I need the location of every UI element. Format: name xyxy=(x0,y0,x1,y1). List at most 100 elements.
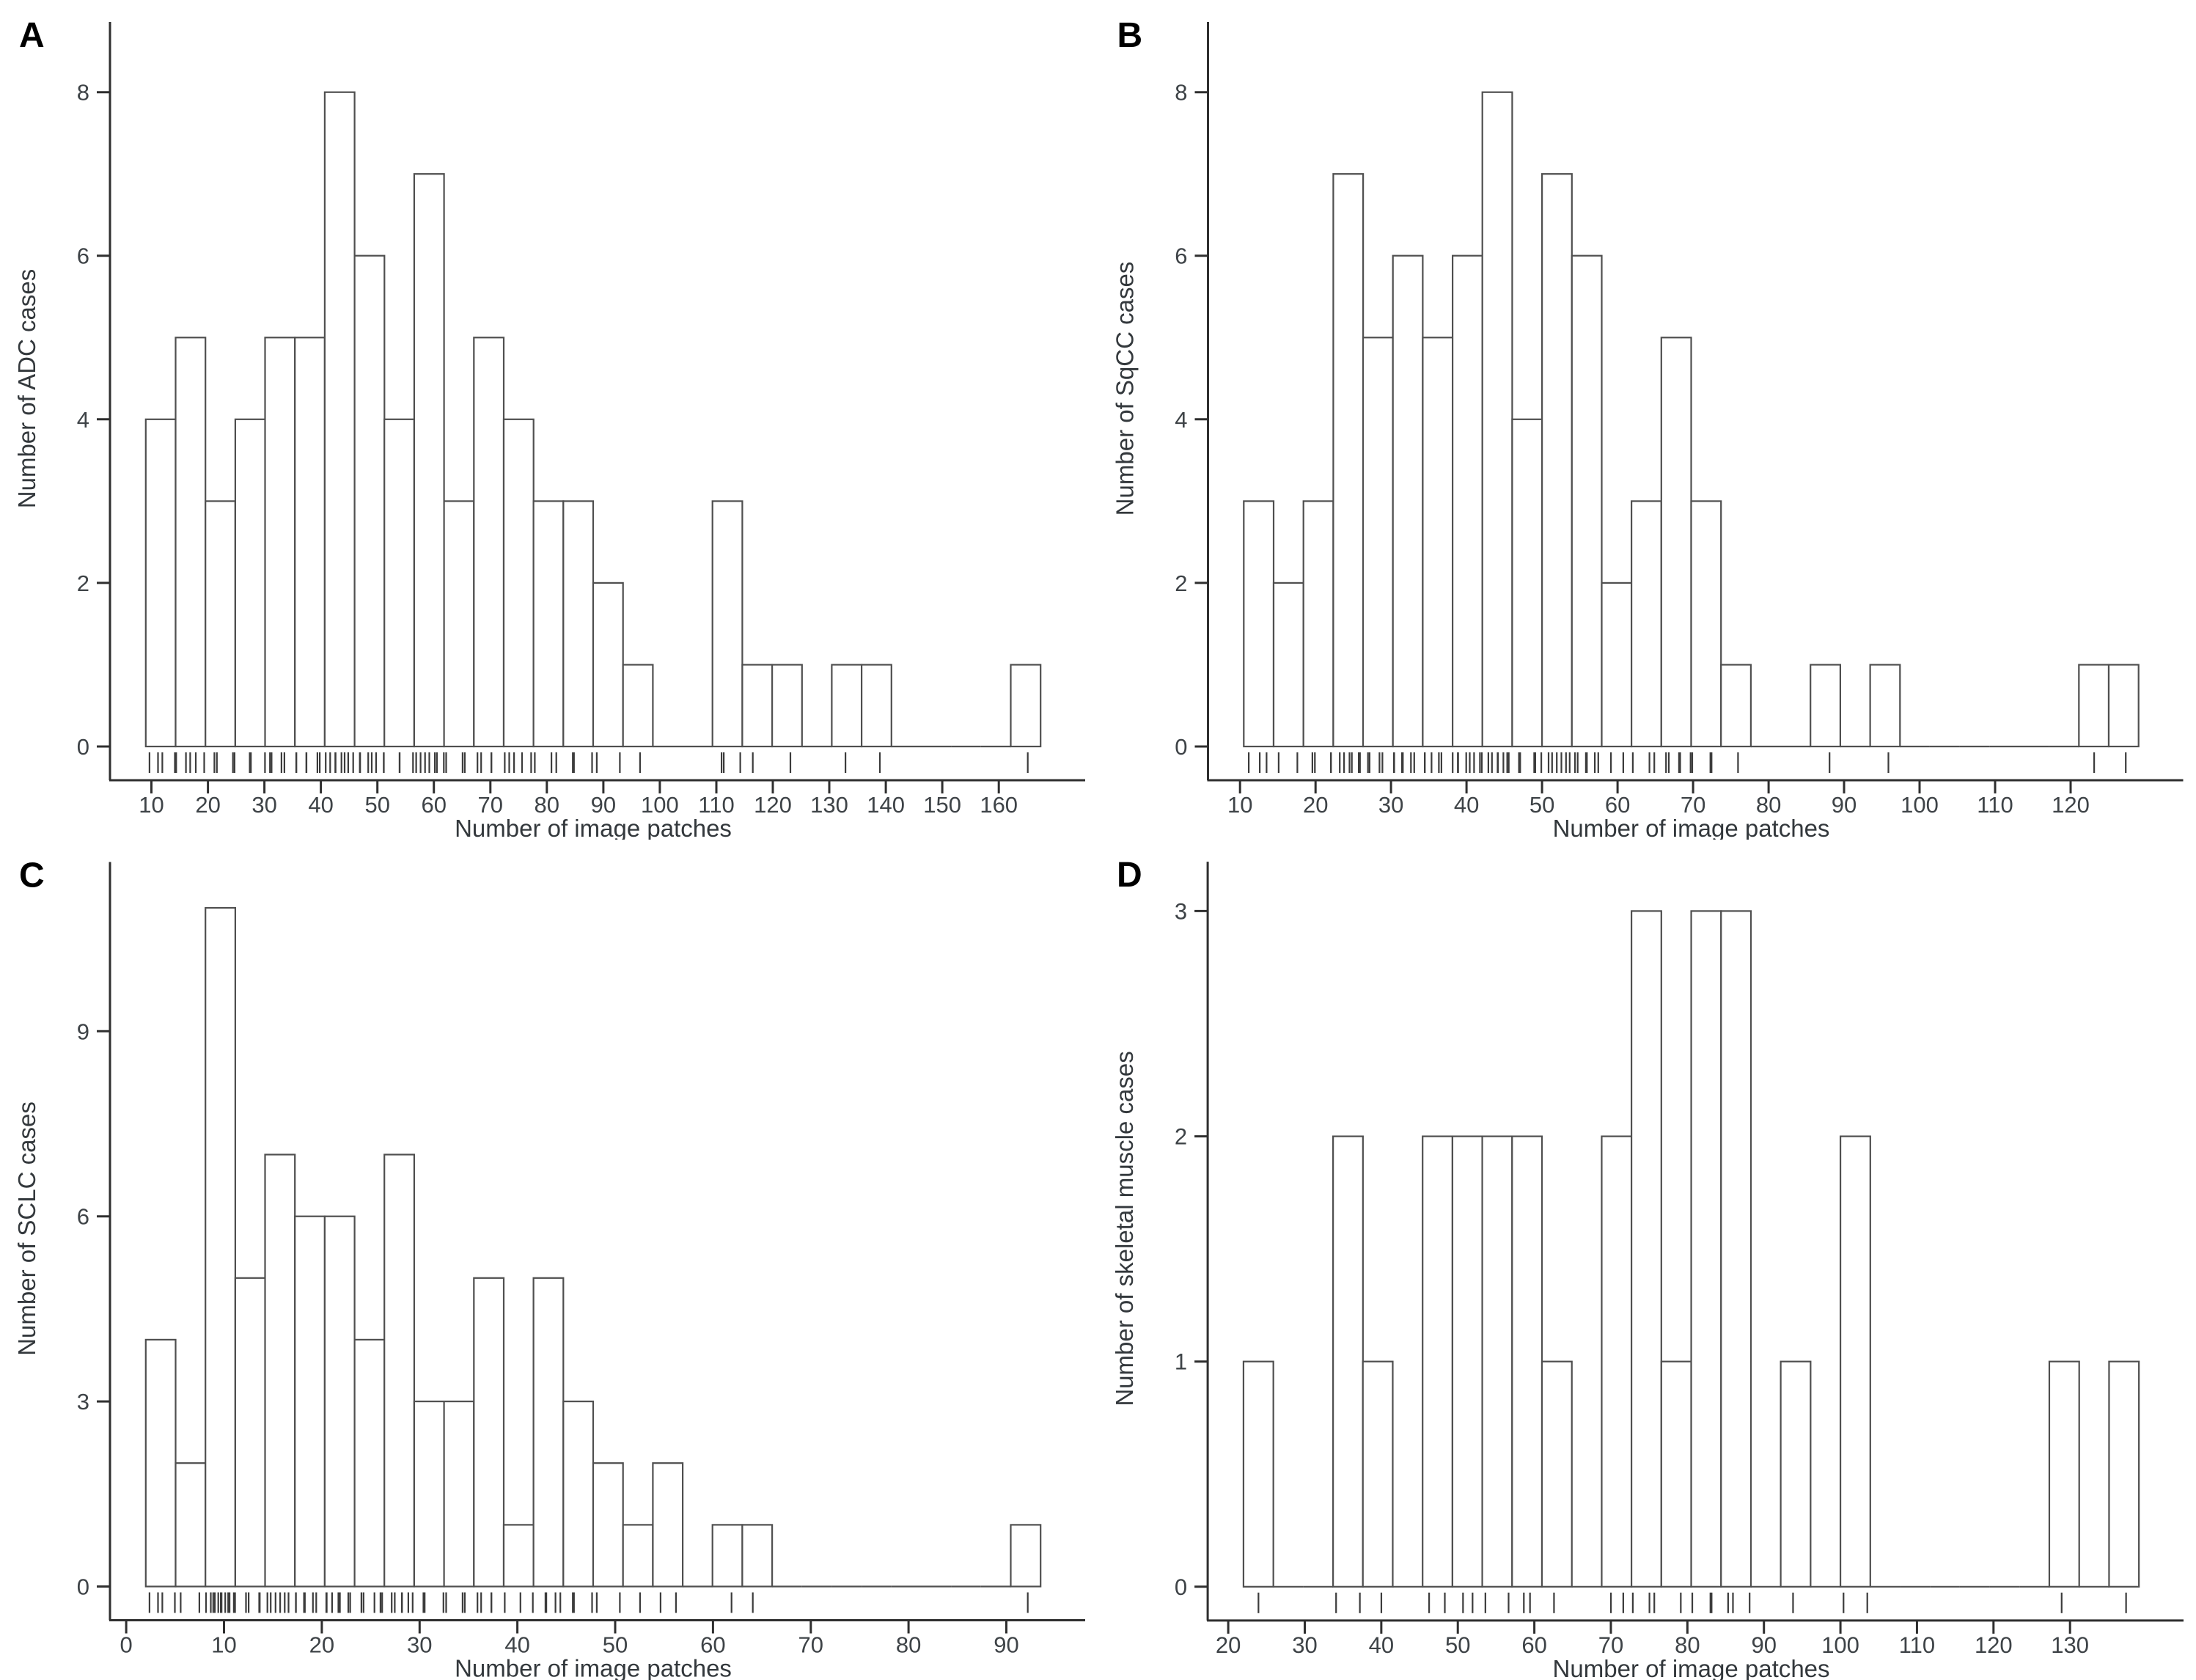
histogram-bar xyxy=(1481,91,1513,748)
histogram-bar xyxy=(622,1524,654,1588)
histogram-bar xyxy=(443,500,475,748)
histogram-bar xyxy=(234,1277,266,1588)
y-tick-label: 6 xyxy=(77,1204,89,1230)
histogram-bar xyxy=(1422,337,1454,748)
histogram-bar xyxy=(532,1277,565,1588)
histogram-bar xyxy=(1451,1135,1483,1588)
x-tick-label: 20 xyxy=(1303,792,1328,818)
x-axis-title: Number of image patches xyxy=(455,1655,732,1680)
x-tick-label: 40 xyxy=(504,1632,529,1658)
panel-c: 0 10 20 30 40 50 60 70 80 90 0 3 6 9 Number of image p… xyxy=(0,840,1098,1680)
histogram-bar xyxy=(473,1277,505,1588)
x-tick-label: 20 xyxy=(309,1632,334,1658)
histogram-bar xyxy=(562,1400,595,1588)
y-tick-label: 0 xyxy=(1175,1574,1187,1600)
histogram-bar xyxy=(294,1215,326,1588)
histogram-bar xyxy=(1452,254,1483,748)
x-tick-label: 70 xyxy=(1598,1632,1624,1658)
x-tick-label: 120 xyxy=(2052,792,2090,818)
histogram-bar xyxy=(532,500,565,748)
x-tick-label: 130 xyxy=(810,792,848,818)
histogram-bar xyxy=(234,418,266,748)
histogram-bar xyxy=(1242,1360,1274,1588)
x-tick-label: 40 xyxy=(1369,1632,1395,1658)
x-tick-label: 110 xyxy=(698,792,734,818)
histogram-bar xyxy=(413,173,445,748)
x-tick-label: 30 xyxy=(1378,792,1403,818)
histogram-bar xyxy=(1720,664,1752,748)
histogram-bar xyxy=(323,1215,356,1588)
x-tick-label: 90 xyxy=(591,792,616,818)
y-tick-label: 1 xyxy=(1175,1349,1187,1375)
panel-a: 10 20 30 40 50 60 70 80 90 100 110 120 130 140 150 160 0… xyxy=(0,0,1098,840)
x-tick-label: 10 xyxy=(211,1632,236,1658)
histogram-bar xyxy=(592,582,624,748)
x-tick-label: 80 xyxy=(896,1632,921,1658)
y-tick-label: 2 xyxy=(77,571,89,596)
x-tick-label: 30 xyxy=(251,792,276,818)
histogram-bar xyxy=(562,500,595,748)
histogram-bar xyxy=(383,1153,416,1588)
histogram-bar xyxy=(1272,582,1304,748)
histogram-bar xyxy=(1392,254,1424,748)
y-tick-label: 4 xyxy=(1175,407,1187,433)
histogram-bar xyxy=(264,337,296,748)
x-tick-label: 100 xyxy=(1821,1632,1859,1658)
x-tick-label: 10 xyxy=(139,792,164,818)
histogram-bar xyxy=(1839,1135,1871,1588)
x-tick-label: 140 xyxy=(867,792,905,818)
histogram-bar xyxy=(711,500,743,748)
histogram-bar xyxy=(205,906,237,1588)
histogram-bar xyxy=(502,1524,535,1588)
histogram-bar xyxy=(144,1338,177,1588)
panel-letter: C xyxy=(19,856,45,895)
histogram-bar xyxy=(2048,1360,2080,1588)
y-tick-label: 2 xyxy=(1175,1124,1187,1150)
histogram-bar xyxy=(622,664,654,748)
x-tick-label: 50 xyxy=(1445,1632,1471,1658)
x-tick-label: 40 xyxy=(1454,792,1479,818)
y-tick-label: 0 xyxy=(77,1574,89,1600)
panel-b: 10 20 30 40 50 60 70 80 90 100 110 120 0 2 4 6 8 Number o… xyxy=(1098,0,2196,840)
histogram-bar xyxy=(1422,1135,1454,1588)
y-tick-label: 0 xyxy=(77,734,89,760)
histogram-bar xyxy=(1511,418,1543,748)
histogram-bar xyxy=(383,418,416,748)
histogram-bar xyxy=(1690,500,1722,748)
x-tick-label: 60 xyxy=(1521,1632,1547,1658)
y-tick-label: 8 xyxy=(1175,80,1187,106)
x-tick-label: 30 xyxy=(1292,1632,1318,1658)
x-tick-label: 80 xyxy=(1756,792,1781,818)
x-tick-label: 120 xyxy=(1975,1632,2013,1658)
histogram-bar xyxy=(1511,1135,1543,1588)
histogram-bar xyxy=(860,664,892,748)
y-tick-label: 6 xyxy=(77,243,89,269)
x-tick-label: 60 xyxy=(421,792,446,818)
histogram-bar xyxy=(144,418,177,748)
y-axis-title: Number of skeletal muscle cases xyxy=(1111,1051,1138,1406)
x-tick-label: 100 xyxy=(641,792,679,818)
y-tick-label: 8 xyxy=(77,80,89,106)
histogram-bar xyxy=(1601,582,1633,748)
x-tick-label: 160 xyxy=(980,792,1018,818)
histogram-bar xyxy=(1869,664,1901,748)
histogram-bar xyxy=(205,500,237,748)
y-tick-label: 6 xyxy=(1175,243,1187,269)
histogram-bar xyxy=(1720,910,1752,1588)
y-axis-title: Number of SqCC cases xyxy=(1112,262,1139,516)
x-tick-label: 10 xyxy=(1227,792,1252,818)
x-tick-label: 50 xyxy=(1530,792,1554,818)
y-axis-title: Number of ADC cases xyxy=(13,269,40,508)
histogram-bar xyxy=(1540,1360,1573,1588)
y-tick-label: 0 xyxy=(1175,734,1187,760)
y-tick-label: 3 xyxy=(77,1389,89,1415)
histogram-bar xyxy=(1690,910,1722,1588)
y-tick-label: 9 xyxy=(77,1019,89,1044)
histogram-bar xyxy=(1010,1524,1042,1588)
panel-letter: D xyxy=(1117,856,1142,895)
histogram-bar xyxy=(353,1338,386,1588)
histogram-bar xyxy=(1601,1135,1633,1588)
x-tick-label: 80 xyxy=(535,792,559,818)
histogram-bar xyxy=(711,1524,743,1588)
